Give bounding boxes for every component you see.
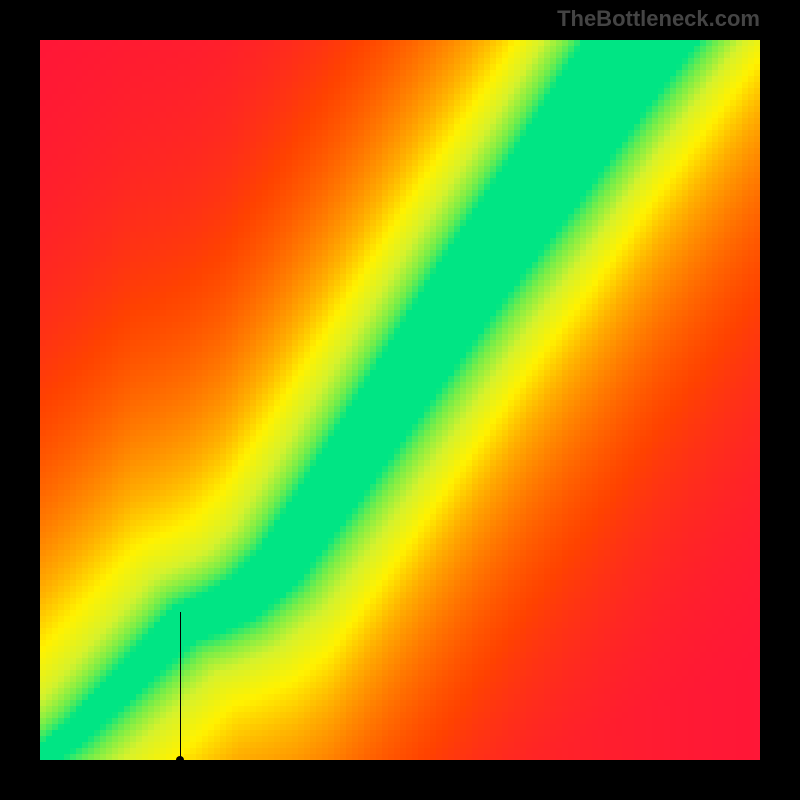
marker-dot: [176, 756, 184, 764]
watermark-text: TheBottleneck.com: [557, 6, 760, 32]
bottleneck-heatmap: [40, 40, 760, 760]
plot-area: [40, 40, 760, 760]
marker-vertical-line: [180, 612, 181, 760]
chart-container: TheBottleneck.com: [0, 0, 800, 800]
